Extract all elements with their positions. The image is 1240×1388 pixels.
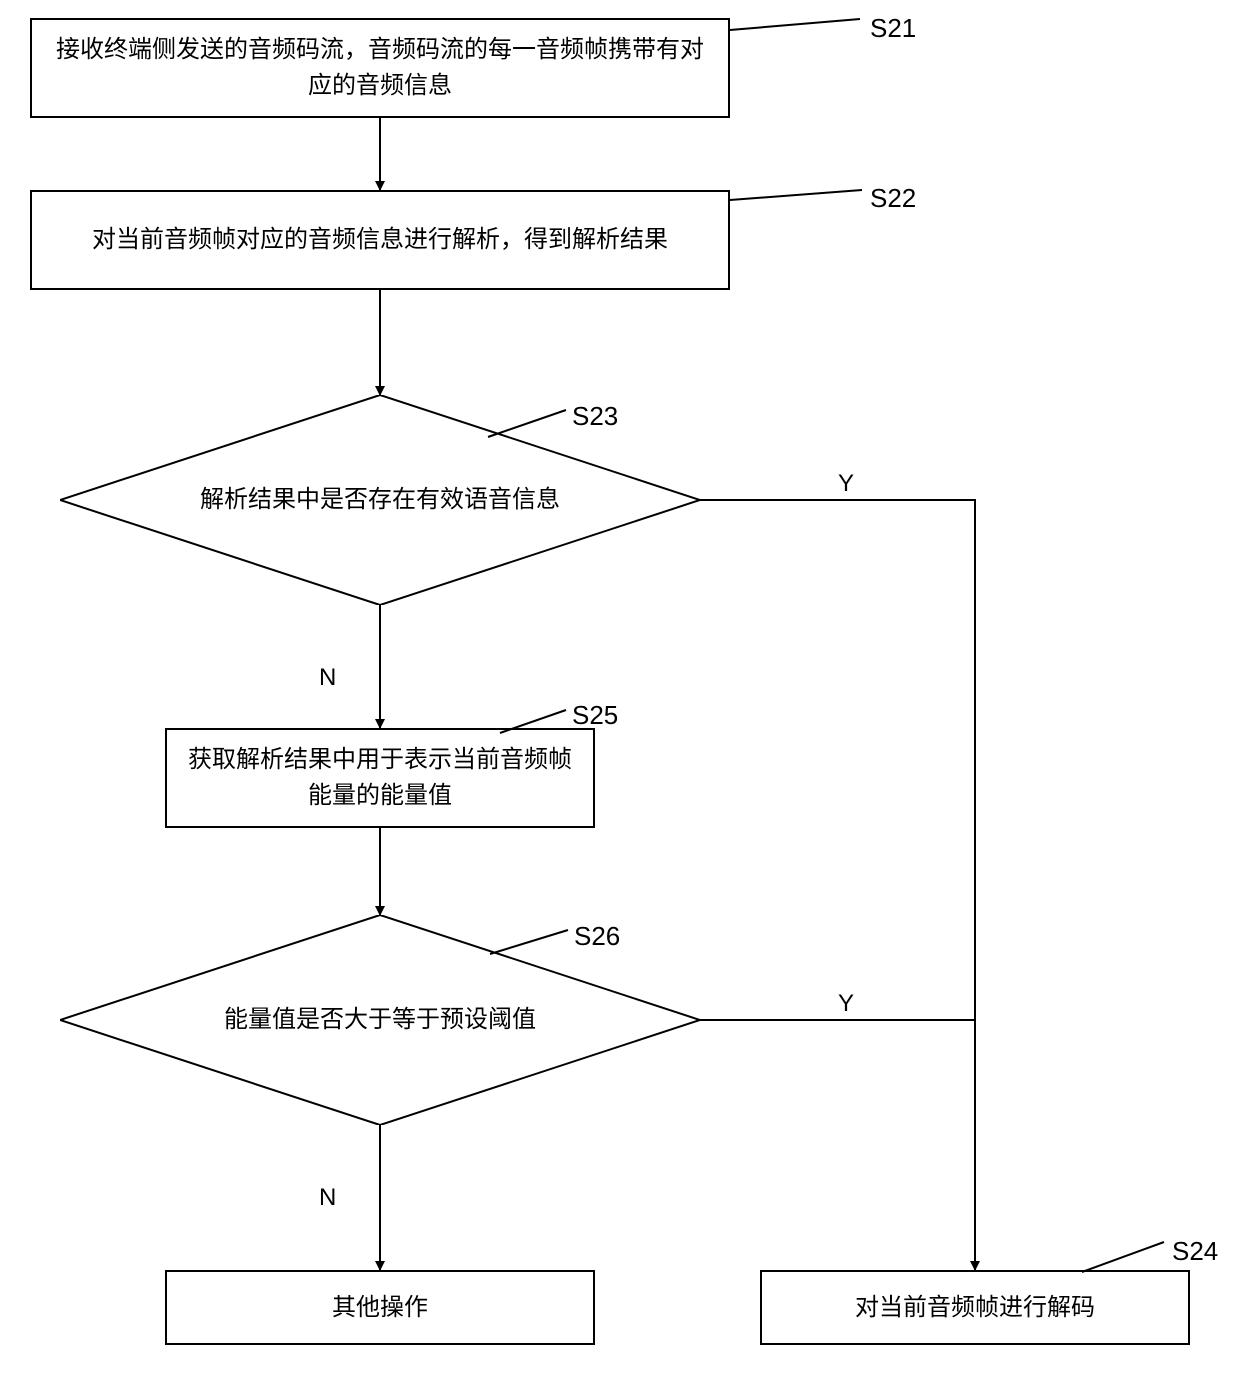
edge-label-no2: N xyxy=(319,1186,336,1210)
edge-label-yes2: Y xyxy=(838,992,854,1016)
step-label-s22: S22 xyxy=(870,185,916,211)
node-s23-text: 解析结果中是否存在有效语音信息 xyxy=(200,482,560,518)
edge-label-yes1: Y xyxy=(838,472,854,496)
node-s25: 获取解析结果中用于表示当前音频帧能量的能量值 xyxy=(165,728,595,828)
node-s22-text: 对当前音频帧对应的音频信息进行解析，得到解析结果 xyxy=(92,222,668,258)
step-label-s21: S21 xyxy=(870,15,916,41)
step-label-s23: S23 xyxy=(572,403,618,429)
node-other: 其他操作 xyxy=(165,1270,595,1345)
node-other-text: 其他操作 xyxy=(332,1290,428,1326)
node-s25-text: 获取解析结果中用于表示当前音频帧能量的能量值 xyxy=(183,742,577,814)
node-s21: 接收终端侧发送的音频码流，音频码流的每一音频帧携带有对应的音频信息 xyxy=(30,18,730,118)
node-s24-text: 对当前音频帧进行解码 xyxy=(855,1290,1095,1326)
step-label-s25: S25 xyxy=(572,702,618,728)
edge-label-no1: N xyxy=(319,666,336,690)
node-s24: 对当前音频帧进行解码 xyxy=(760,1270,1190,1345)
step-label-s26: S26 xyxy=(574,923,620,949)
flowchart-canvas: 接收终端侧发送的音频码流，音频码流的每一音频帧携带有对应的音频信息 对当前音频帧… xyxy=(0,0,1240,1388)
step-label-s24: S24 xyxy=(1172,1238,1218,1264)
node-s26-text: 能量值是否大于等于预设阈值 xyxy=(224,1002,536,1038)
node-s22: 对当前音频帧对应的音频信息进行解析，得到解析结果 xyxy=(30,190,730,290)
node-s21-text: 接收终端侧发送的音频码流，音频码流的每一音频帧携带有对应的音频信息 xyxy=(48,32,712,104)
